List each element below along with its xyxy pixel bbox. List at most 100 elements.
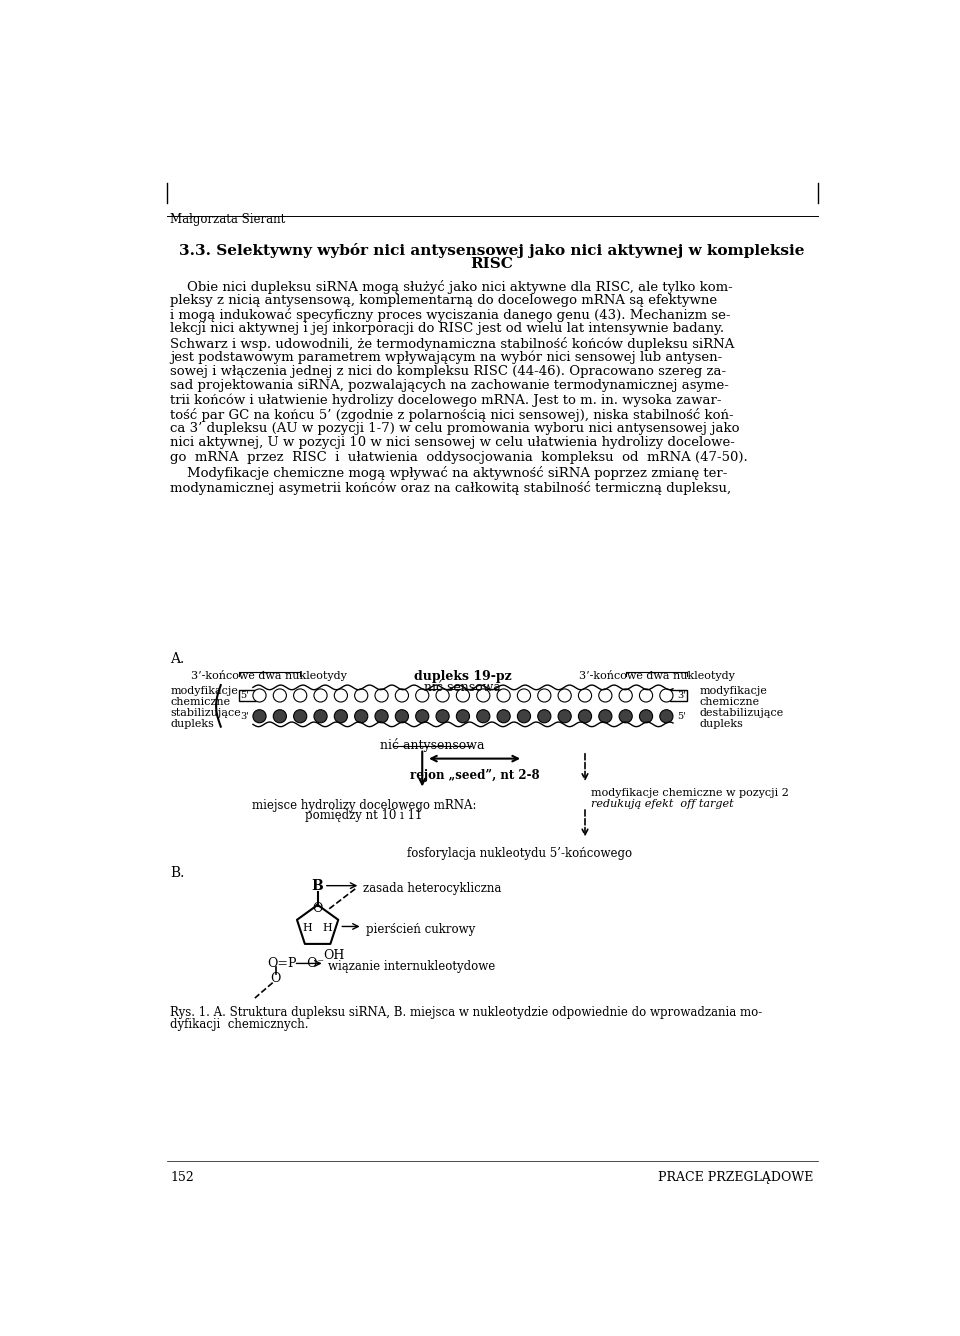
Text: pierścień cukrowy: pierścień cukrowy	[366, 923, 475, 935]
Text: Schwarz i wsp. udowodnili, że termodynamiczna stabilność końców dupleksu siRNA: Schwarz i wsp. udowodnili, że termodynam…	[170, 337, 734, 350]
Circle shape	[477, 689, 490, 701]
Text: chemiczne: chemiczne	[170, 697, 230, 707]
Circle shape	[456, 709, 469, 723]
Text: B: B	[312, 879, 324, 892]
Circle shape	[294, 709, 307, 723]
Text: nić sensowa: nić sensowa	[424, 681, 501, 693]
Text: 3': 3'	[240, 712, 249, 720]
Text: 3’-końcowe dwa nukleotydy: 3’-końcowe dwa nukleotydy	[191, 671, 348, 681]
Text: dupleks: dupleks	[700, 719, 744, 728]
Text: modynamicznej asymetrii końców oraz na całkowitą stabilność termiczną dupleksu,: modynamicznej asymetrii końców oraz na c…	[170, 481, 732, 494]
Circle shape	[497, 709, 510, 723]
Text: O=P: O=P	[267, 957, 297, 970]
Text: 5': 5'	[240, 691, 249, 700]
Text: i mogą indukować specyficzny proces wyciszania danego genu (43). Mechanizm se-: i mogą indukować specyficzny proces wyci…	[170, 309, 731, 322]
Circle shape	[660, 709, 673, 723]
Circle shape	[639, 709, 653, 723]
Circle shape	[416, 689, 429, 701]
Text: O: O	[312, 902, 323, 915]
Circle shape	[579, 689, 591, 701]
Text: H: H	[302, 923, 312, 933]
Circle shape	[599, 709, 612, 723]
Text: H: H	[323, 923, 332, 933]
Text: modyfikacje chemiczne w pozycji 2: modyfikacje chemiczne w pozycji 2	[591, 788, 789, 798]
Text: Modyfikacje chemiczne mogą wpływać na aktywność siRNA poprzez zmianę ter-: Modyfikacje chemiczne mogą wpływać na ak…	[170, 466, 728, 481]
Text: -O⁻: -O⁻	[303, 957, 324, 970]
Text: OH: OH	[324, 950, 345, 962]
Text: 3.3. Selektywny wybór nici antysensowej jako nici aktywnej w kompleksie: 3.3. Selektywny wybór nici antysensowej …	[180, 243, 804, 258]
Text: pleksy z nicią antysensową, komplementarną do docelowego mRNA są efektywne: pleksy z nicią antysensową, komplementar…	[170, 294, 717, 307]
Text: go  mRNA  przez  RISC  i  ułatwienia  oddysocjowania  kompleksu  od  mRNA (47-50: go mRNA przez RISC i ułatwienia oddysocj…	[170, 450, 748, 464]
Text: PRACE PRZEGLĄDOWE: PRACE PRZEGLĄDOWE	[659, 1170, 814, 1184]
Text: Rys. 1. A. Struktura dupleksu siRNA, B. miejsca w nukleotydzie odpowiednie do wp: Rys. 1. A. Struktura dupleksu siRNA, B. …	[170, 1006, 762, 1019]
Circle shape	[396, 689, 409, 701]
Circle shape	[334, 709, 348, 723]
Circle shape	[274, 709, 286, 723]
Circle shape	[274, 689, 286, 701]
Text: dyfikacji  chemicznych.: dyfikacji chemicznych.	[170, 1018, 309, 1031]
Text: wiązanie internukleotydowe: wiązanie internukleotydowe	[327, 959, 495, 973]
Circle shape	[294, 689, 307, 701]
Circle shape	[477, 709, 490, 723]
Circle shape	[639, 689, 653, 701]
Text: RISC: RISC	[470, 258, 514, 271]
Circle shape	[375, 709, 388, 723]
Text: stabilizujące: stabilizujące	[170, 708, 241, 717]
Text: sowej i włączenia jednej z nici do kompleksu RISC (44-46). Opracowano szereg za-: sowej i włączenia jednej z nici do kompl…	[170, 365, 727, 378]
Circle shape	[619, 689, 633, 701]
Text: sad projektowania siRNA, pozwalających na zachowanie termodynamicznej asyme-: sad projektowania siRNA, pozwalających n…	[170, 379, 730, 393]
Text: tość par GC na końcu 5’ (zgodnie z polarnością nici sensowej), niska stabilność : tość par GC na końcu 5’ (zgodnie z polar…	[170, 407, 734, 422]
Circle shape	[252, 689, 266, 701]
Text: Małgorzata Sierant: Małgorzata Sierant	[170, 212, 286, 226]
Text: B.: B.	[170, 867, 184, 880]
Text: lekcji nici aktywnej i jej inkorporacji do RISC jest od wielu lat intensywnie ba: lekcji nici aktywnej i jej inkorporacji …	[170, 322, 725, 335]
Circle shape	[456, 689, 469, 701]
Circle shape	[354, 689, 368, 701]
Text: nici aktywnej, U w pozycji 10 w nici sensowej w celu ułatwienia hydrolizy docelo: nici aktywnej, U w pozycji 10 w nici sen…	[170, 437, 735, 449]
Text: redukują efekt  off target: redukują efekt off target	[591, 799, 733, 808]
Text: O: O	[271, 973, 281, 986]
Text: chemiczne: chemiczne	[700, 697, 759, 707]
Bar	[239, 689, 255, 701]
Text: rejon „seed”, nt 2-8: rejon „seed”, nt 2-8	[410, 768, 540, 782]
Circle shape	[436, 709, 449, 723]
Circle shape	[558, 709, 571, 723]
Text: pomiędzy nt 10 i 11: pomiędzy nt 10 i 11	[305, 810, 422, 823]
Circle shape	[579, 709, 591, 723]
Circle shape	[416, 709, 429, 723]
Text: zasada heterocykliczna: zasada heterocykliczna	[363, 882, 502, 895]
Circle shape	[660, 689, 673, 701]
Text: dupleks: dupleks	[170, 719, 214, 728]
Text: trii końców i ułatwienie hydrolizy docelowego mRNA. Jest to m. in. wysoka zawar-: trii końców i ułatwienie hydrolizy docel…	[170, 394, 722, 407]
Text: fosforylacja nukleotydu 5’-końcowego: fosforylacja nukleotydu 5’-końcowego	[407, 847, 632, 860]
Circle shape	[252, 709, 266, 723]
Text: 3’-końcowe dwa nukleotydy: 3’-końcowe dwa nukleotydy	[579, 671, 734, 681]
Circle shape	[599, 689, 612, 701]
Circle shape	[314, 689, 327, 701]
Circle shape	[314, 709, 327, 723]
Text: 5': 5'	[677, 712, 685, 720]
Text: destabilizujące: destabilizujące	[700, 708, 784, 717]
Text: A.: A.	[170, 652, 184, 665]
Text: miejsce hydrolizy docelowego mRNA:: miejsce hydrolizy docelowego mRNA:	[252, 799, 476, 812]
Circle shape	[538, 689, 551, 701]
Circle shape	[558, 689, 571, 701]
Text: modyfikacje: modyfikacje	[700, 687, 768, 696]
Text: modyfikacje: modyfikacje	[170, 687, 238, 696]
Circle shape	[375, 689, 388, 701]
Circle shape	[538, 709, 551, 723]
Text: 152: 152	[170, 1170, 194, 1184]
Text: nić antysensowa: nić antysensowa	[380, 737, 484, 752]
Text: dupleks 19-pz: dupleks 19-pz	[414, 671, 512, 683]
Circle shape	[517, 689, 531, 701]
Circle shape	[497, 689, 510, 701]
Circle shape	[517, 709, 531, 723]
Text: ca 3’ dupleksu (AU w pozycji 1-7) w celu promowania wyboru nici antysensowej jak: ca 3’ dupleksu (AU w pozycji 1-7) w celu…	[170, 422, 740, 436]
Circle shape	[354, 709, 368, 723]
Text: 3': 3'	[677, 691, 685, 700]
Circle shape	[334, 689, 348, 701]
Text: Obie nici dupleksu siRNA mogą służyć jako nici aktywne dla RISC, ale tylko kom-: Obie nici dupleksu siRNA mogą służyć jak…	[170, 279, 733, 294]
Circle shape	[396, 709, 409, 723]
Circle shape	[619, 709, 633, 723]
Bar	[670, 689, 687, 701]
